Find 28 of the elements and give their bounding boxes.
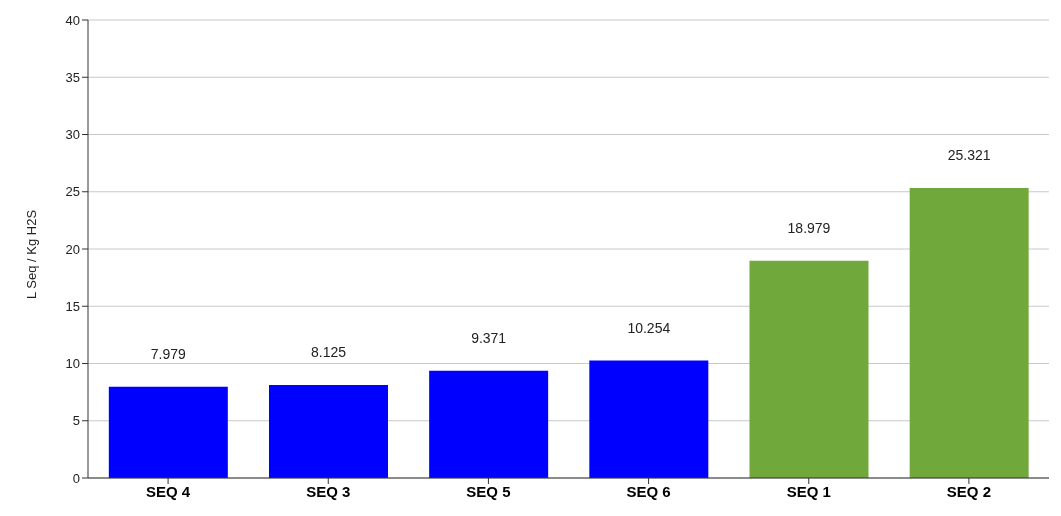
x-tick-label: SEQ 1	[786, 482, 831, 500]
bar	[749, 260, 869, 478]
data-label: 10.254	[627, 319, 671, 336]
data-label: 7.979	[150, 345, 187, 362]
x-tick-label: SEQ 2	[946, 482, 992, 500]
x-tick-label: SEQ 5	[466, 482, 511, 500]
x-tick-label: SEQ 3	[306, 482, 351, 500]
y-tick-label: 10	[65, 356, 80, 372]
y-axis-title: L Seq / Kg H2S	[23, 209, 39, 299]
x-tick-label: SEQ 6	[626, 482, 671, 500]
bar	[268, 384, 388, 478]
bar	[108, 386, 228, 478]
y-tick-label: 15	[65, 298, 80, 314]
data-label: 18.979	[787, 219, 831, 236]
y-tick-label: 0	[72, 470, 80, 486]
y-tick-label: 5	[72, 413, 80, 429]
bar	[909, 188, 1029, 478]
data-label: 9.371	[471, 329, 507, 346]
x-tick-label: SEQ 4	[145, 482, 191, 500]
y-tick-label: 25	[65, 184, 80, 200]
y-tick-label: 20	[65, 241, 80, 257]
y-tick-label: 40	[65, 12, 80, 28]
y-tick-label: 30	[65, 127, 80, 143]
data-label: 25.321	[947, 147, 991, 164]
bar	[589, 360, 709, 478]
bar	[429, 370, 549, 478]
y-tick-label: 35	[65, 69, 80, 85]
data-label: 8.125	[310, 343, 347, 360]
